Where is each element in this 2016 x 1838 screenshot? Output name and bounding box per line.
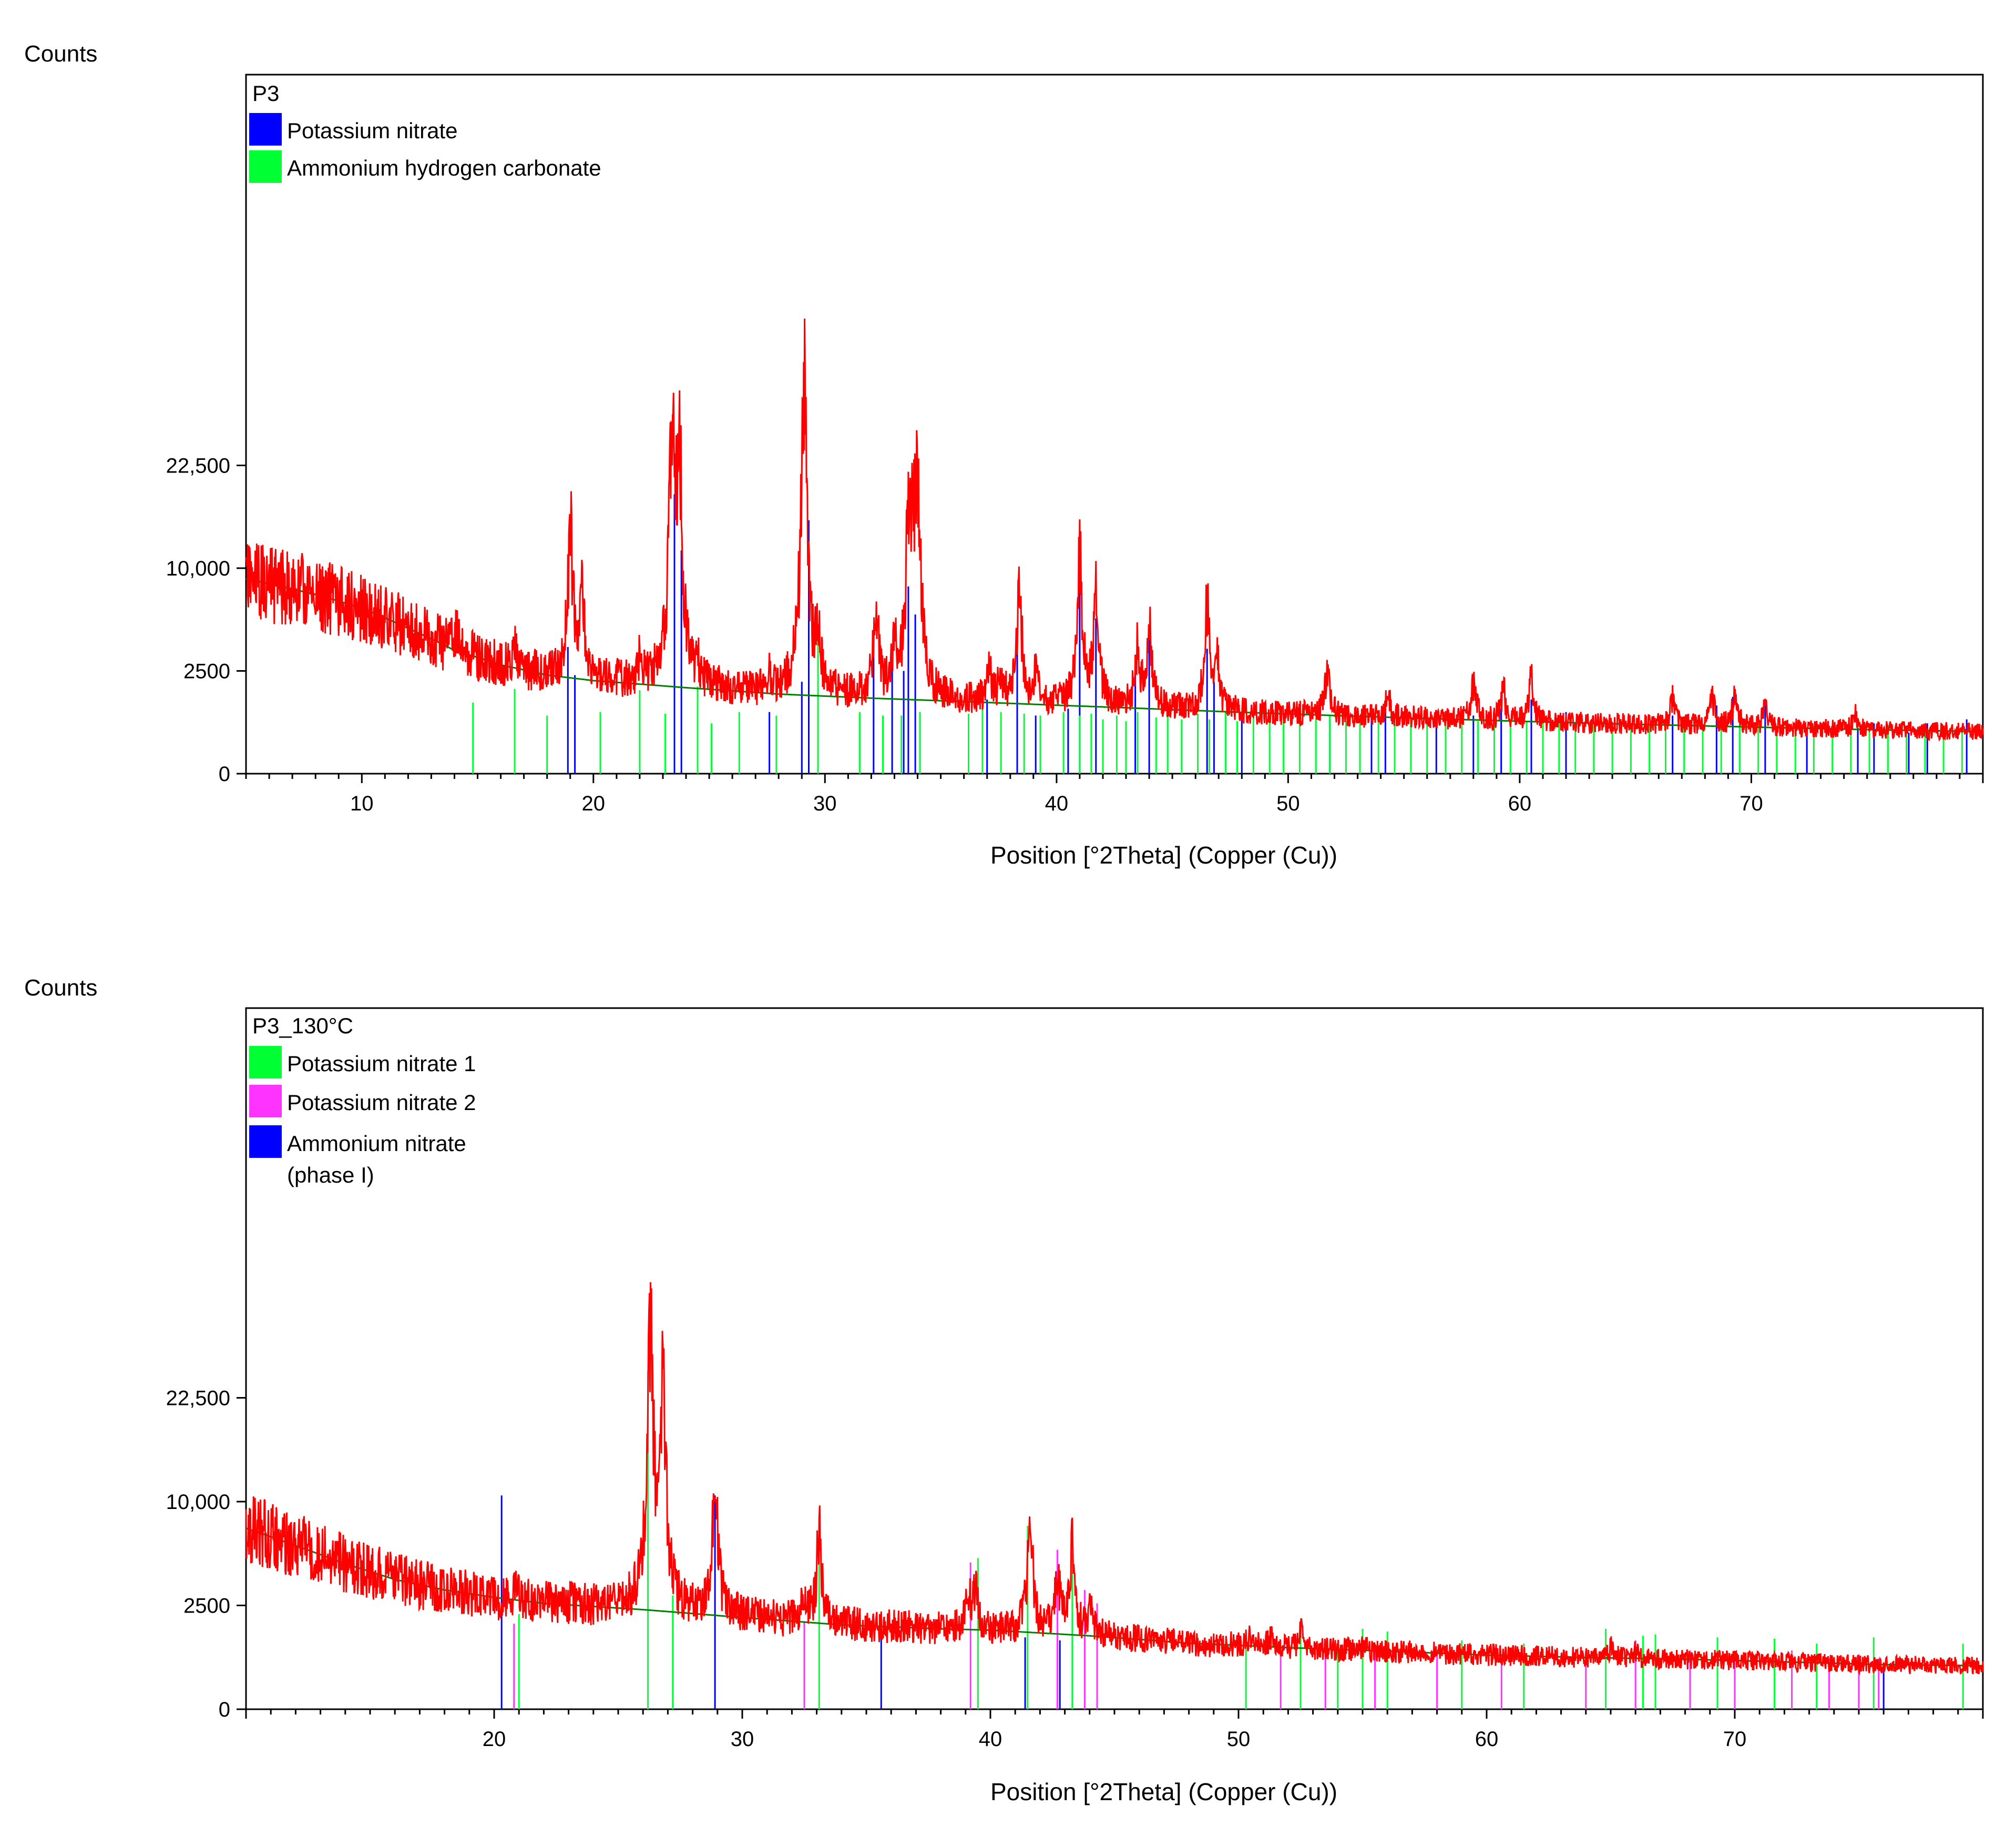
- top-legend-swatch-potassium-nitrate: [249, 113, 282, 146]
- top-x-tick-label-10: 10: [350, 792, 374, 815]
- bottom-x-tick-label-30: 30: [731, 1728, 754, 1751]
- bottom-legend-label-ammonium-nitrate-phase: (phase I): [287, 1163, 374, 1187]
- bottom-x-tick-label-60: 60: [1475, 1728, 1499, 1751]
- top-x-tick-label-70: 70: [1739, 792, 1763, 815]
- bottom-xrd-chart: Counts 20 30 40 50 60 70 0 2500 10,000 22,500 P3_…: [24, 975, 1984, 1805]
- top-observed-pattern: [245, 319, 1984, 743]
- top-x-tick-label-60: 60: [1508, 792, 1532, 815]
- bottom-x-tick-label-20: 20: [483, 1728, 506, 1751]
- bottom-x-tick-label-40: 40: [979, 1728, 1002, 1751]
- bottom-legend-swatch-potassium-nitrate-2: [249, 1085, 282, 1117]
- bottom-legend-swatch-ammonium-nitrate: [249, 1125, 282, 1158]
- top-x-tick-label-20: 20: [582, 792, 606, 815]
- bottom-x-tick-label-70: 70: [1723, 1728, 1747, 1751]
- top-legend-swatch-ammonium-hydrogen-carbonate: [249, 150, 282, 183]
- top-y-axis-label: Counts: [24, 41, 97, 67]
- bottom-legend-label-potassium-nitrate-1: Potassium nitrate 1: [287, 1051, 476, 1076]
- top-x-tick-label-30: 30: [813, 792, 837, 815]
- bottom-observed-pattern: [245, 1282, 1984, 1676]
- top-sample-label: P3: [252, 81, 279, 106]
- bottom-y-tick-label-0: 0: [219, 1698, 230, 1721]
- bottom-legend-label-ammonium-nitrate: Ammonium nitrate: [287, 1131, 466, 1156]
- top-y-tick-label-1: 2500: [183, 660, 230, 683]
- top-xrd-chart: Counts 10 20 30 40 50 60 70 0 2500 10,000 22,500 P…: [24, 41, 1984, 869]
- bottom-legend-label-potassium-nitrate-2: Potassium nitrate 2: [287, 1090, 476, 1115]
- bottom-y-tick-label-1: 2500: [183, 1595, 230, 1618]
- bottom-sample-label: P3_130°C: [252, 1013, 353, 1038]
- top-y-tick-label-2: 10,000: [166, 557, 230, 580]
- bottom-y-tick-label-2: 10,000: [166, 1491, 230, 1514]
- top-y-tick-label-0: 0: [219, 763, 230, 786]
- top-x-tick-label-50: 50: [1276, 792, 1300, 815]
- top-y-tick-label-3: 22,500: [166, 455, 230, 478]
- top-legend-label-ammonium-hydrogen-carbonate: Ammonium hydrogen carbonate: [287, 156, 601, 180]
- bottom-y-axis-label: Counts: [24, 975, 97, 1001]
- bottom-y-tick-label-3: 22,500: [166, 1387, 230, 1410]
- bottom-x-axis-title: Position [°2Theta] (Copper (Cu)): [990, 1778, 1337, 1805]
- top-x-axis-title: Position [°2Theta] (Copper (Cu)): [990, 841, 1337, 869]
- bottom-x-tick-label-50: 50: [1227, 1728, 1251, 1751]
- bottom-legend-swatch-potassium-nitrate-1: [249, 1046, 282, 1079]
- top-legend-label-potassium-nitrate: Potassium nitrate: [287, 118, 457, 143]
- top-x-tick-label-40: 40: [1045, 792, 1069, 815]
- top-plot-frame: [245, 74, 1984, 775]
